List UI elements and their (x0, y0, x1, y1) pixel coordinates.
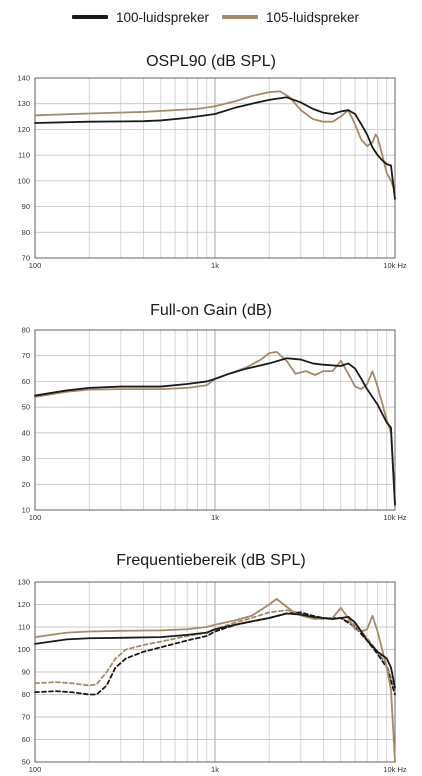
legend-label-100: 100-luidspreker (116, 9, 210, 25)
legend-swatch-105 (222, 15, 258, 19)
legend-swatch-100 (72, 15, 108, 19)
y-tick-label: 80 (22, 690, 30, 699)
y-tick-label: 70 (22, 713, 30, 722)
chart-1: 10 20 30 40 50 60 70 80 100 1k 10k Hz (22, 326, 407, 523)
chart-title-frequentiebereik: Frequentiebereik (dB SPL) (116, 552, 306, 569)
series-line-100 (34, 96, 396, 200)
y-tick-label: 110 (18, 623, 30, 632)
y-tick-label: 80 (22, 228, 30, 237)
chart-title-ospl90: OSPL90 (dB SPL) (146, 53, 276, 70)
y-tick-label: 70 (22, 351, 30, 360)
series-line-100 (34, 612, 396, 689)
y-tick-label: 40 (22, 428, 30, 437)
y-tick-label: 80 (22, 326, 30, 335)
x-tick-label: 100 (29, 765, 42, 774)
x-tick-label: 100 (29, 261, 42, 270)
x-tick-label: 1k (211, 261, 219, 270)
y-tick-label: 120 (17, 600, 30, 609)
series-line-100 (34, 357, 396, 506)
x-tick-label: 10k Hz (383, 513, 407, 522)
y-tick-label: 140 (17, 74, 30, 83)
plot-frame (34, 77, 396, 259)
y-tick-label: 100 (17, 176, 30, 185)
chart-2: 50 60 70 80 90 100 110 120 130 100 1k 10k Hz (17, 578, 406, 775)
y-tick-label: 50 (22, 758, 30, 767)
x-tick-label: 1k (211, 513, 219, 522)
x-tick-label: 1k (211, 765, 219, 774)
y-tick-label: 100 (17, 645, 30, 654)
legend-label-105: 105-luidspreker (266, 9, 360, 25)
x-tick-label: 10k Hz (383, 765, 407, 774)
legend-item-100: 100-luidspreker (72, 6, 209, 28)
series-line-105 (34, 90, 396, 193)
plot-frame (34, 581, 396, 763)
y-tick-label: 10 (22, 506, 30, 515)
plot-frame (34, 329, 396, 511)
y-tick-label: 130 (17, 99, 30, 108)
y-tick-label: 50 (22, 403, 30, 412)
y-tick-label: 60 (22, 735, 30, 744)
chart-0: 70 80 90 100 110 120 130 140 100 1k 10k Hz (17, 74, 406, 271)
y-tick-label: 90 (22, 668, 30, 677)
chart-title-full-on-gain: Full-on Gain (dB) (150, 302, 272, 319)
series-line-105 (34, 350, 396, 506)
y-tick-label: 70 (22, 254, 30, 263)
x-tick-label: 100 (29, 513, 42, 522)
y-tick-label: 90 (22, 202, 30, 211)
y-tick-label: 30 (22, 454, 30, 463)
y-tick-label: 120 (17, 125, 30, 134)
x-tick-label: 10k Hz (383, 261, 407, 270)
legend: 100-luidspreker 105-luidspreker (0, 6, 422, 28)
y-tick-label: 60 (22, 377, 30, 386)
legend-item-105: 105-luidspreker (222, 6, 359, 28)
y-tick-label: 110 (18, 151, 30, 160)
y-tick-label: 20 (22, 480, 30, 489)
y-tick-label: 130 (17, 578, 30, 587)
